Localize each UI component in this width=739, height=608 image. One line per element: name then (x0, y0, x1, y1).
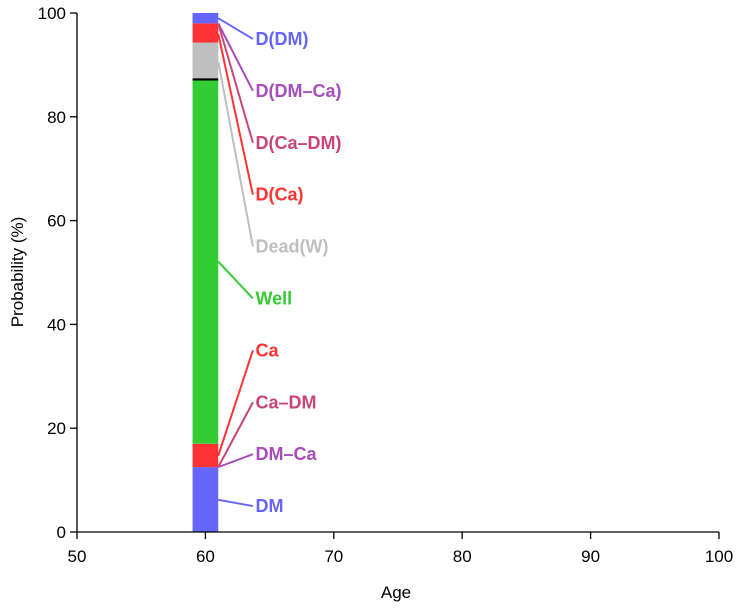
label-ca: Ca (255, 340, 279, 360)
leader-dm (218, 498, 254, 508)
x-tick-label: 70 (324, 547, 343, 566)
bar-segment-d-ca (192, 23, 219, 43)
leader-dm-ca (217, 453, 254, 469)
leader-d-dm-ca (217, 22, 254, 92)
y-ticks: 0 20 40 60 80 100 (38, 4, 77, 542)
x-tick-label: 80 (453, 547, 472, 566)
x-tick-label: 100 (705, 547, 733, 566)
label-d-dm-ca: D(DM–Ca) (255, 81, 341, 101)
bar-segment-dead-w (192, 42, 219, 80)
y-axis-title: Probability (%) (8, 217, 27, 328)
leader-d-dm (217, 17, 254, 40)
x-ticks: 50 60 70 80 90 100 (68, 532, 733, 566)
y-tick-label: 60 (47, 212, 66, 231)
label-d-ca-dm: D(Ca–DM) (255, 133, 341, 153)
bar-segment-well (192, 79, 219, 444)
leader-d-ca-dm (217, 23, 254, 144)
leader-well (217, 260, 254, 300)
label-leader-lines (217, 17, 254, 508)
leader-ca (217, 350, 254, 457)
x-tick-label: 50 (68, 547, 87, 566)
x-tick-label: 90 (581, 547, 600, 566)
label-dm: DM (255, 496, 283, 516)
y-tick-label: 80 (47, 108, 66, 127)
y-tick-label: 100 (38, 4, 66, 23)
y-tick-label: 0 (57, 523, 66, 542)
label-well: Well (255, 288, 292, 308)
leader-ca-dm (217, 401, 254, 468)
x-axis-title: Age (381, 583, 411, 602)
label-d-ca: D(Ca) (255, 185, 303, 205)
y-tick-label: 20 (47, 419, 66, 438)
bar-segment-ca (192, 443, 219, 468)
leader-d-ca (217, 33, 254, 195)
axes: 50 60 70 80 90 100 0 20 40 60 80 100 (38, 4, 734, 566)
stacked-bar (192, 13, 219, 532)
bar-segment-d-dm (192, 13, 219, 24)
y-tick-label: 40 (47, 315, 66, 334)
x-tick-label: 60 (196, 547, 215, 566)
leader-dead-w (217, 61, 254, 247)
state-labels: D(DM) D(DM–Ca) D(Ca–DM) D(Ca) Dead(W) Well Ca C… (255, 29, 341, 516)
bar-segment-dm (192, 467, 219, 532)
label-dead-w: Dead(W) (255, 237, 328, 257)
label-ca-dm: Ca–DM (255, 392, 316, 412)
label-dm-ca: DM–Ca (255, 444, 317, 464)
label-d-dm: D(DM) (255, 29, 308, 49)
